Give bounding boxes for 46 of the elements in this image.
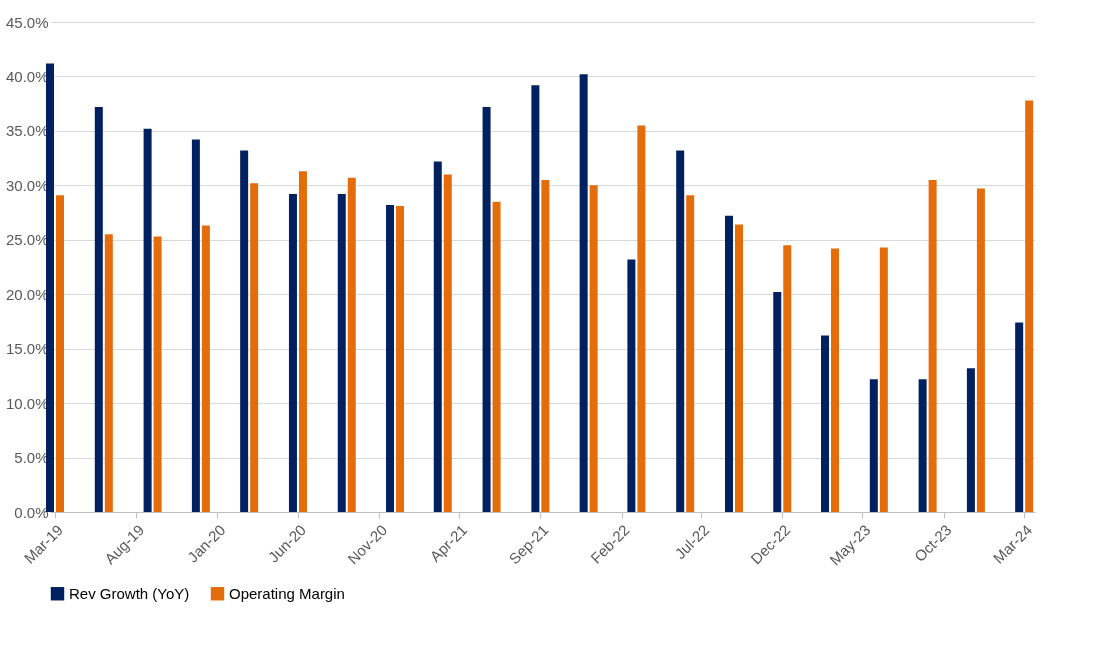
bar: [1015, 322, 1024, 512]
bar: [482, 106, 491, 512]
bar: [240, 150, 249, 512]
bar: [976, 188, 985, 512]
bar: [686, 195, 695, 512]
y-tick-label: 0.0%: [14, 503, 49, 521]
bar: [191, 139, 200, 512]
bar: [433, 161, 442, 512]
bar: [46, 63, 54, 512]
bar: [821, 335, 830, 512]
bar: [627, 259, 636, 512]
bar: [201, 225, 210, 512]
bar: [966, 368, 975, 512]
bar: [831, 248, 840, 512]
bar: [879, 247, 888, 512]
bar: [637, 125, 646, 512]
bar: [56, 195, 64, 512]
bar: [1025, 100, 1034, 512]
bar: [725, 215, 733, 512]
bar: [589, 185, 598, 512]
bar: [104, 234, 113, 512]
legend-label: Rev Growth (YoY): [69, 584, 190, 602]
bar: [94, 106, 103, 512]
bar: [541, 179, 550, 512]
bar: [298, 171, 307, 512]
legend-label: Operating Margin: [229, 584, 345, 602]
y-tick-label: 45.0%: [5, 13, 49, 31]
bar: [783, 245, 792, 512]
bar: [918, 379, 927, 512]
bar: [928, 179, 937, 512]
bar: [735, 224, 743, 512]
bar: [396, 206, 405, 512]
bar: [250, 183, 259, 512]
bar: [869, 379, 878, 512]
bar: [676, 150, 685, 512]
bar: [579, 74, 588, 512]
bar: [386, 204, 395, 512]
bar: [337, 194, 346, 512]
bar: [288, 194, 297, 512]
bar: [143, 128, 152, 512]
bar: [492, 201, 501, 512]
bar: [531, 85, 540, 512]
bar: [347, 177, 356, 512]
bar: [153, 236, 162, 512]
bar: [443, 174, 452, 512]
bar: [773, 292, 782, 512]
